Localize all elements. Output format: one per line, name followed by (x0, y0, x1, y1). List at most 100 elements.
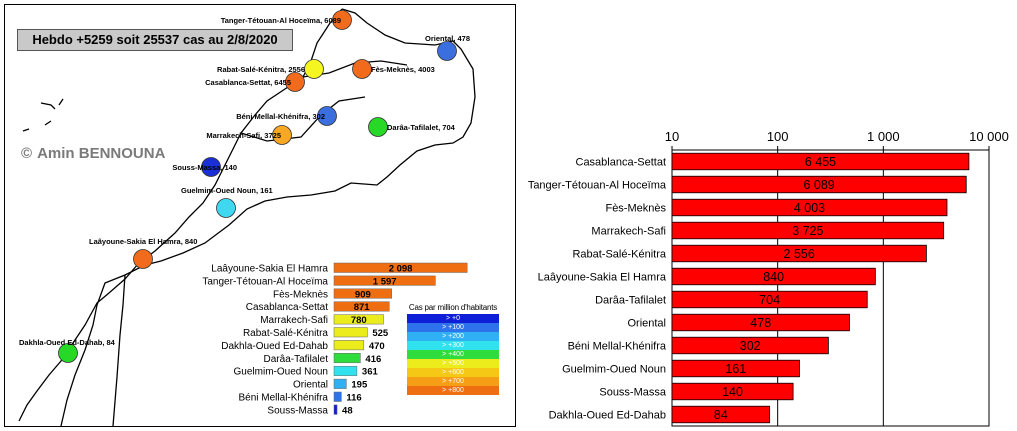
category-label: Béni Mellal-Khénifra (568, 341, 667, 353)
region-marker-label: Marrakech-Safi, 3725 (206, 131, 281, 140)
inset-category-label: Tanger-Tétouan-Al Hoceïma (202, 276, 328, 287)
inset-bar-value-label: 48 (342, 405, 353, 416)
inset-category-label: Oriental (293, 380, 328, 391)
bar-value-label: 478 (750, 316, 771, 330)
category-label: Fès-Meknès (605, 203, 666, 215)
copyright-name: Amin BENNOUNA (37, 145, 166, 162)
legend: Cas par million d'habitants > +0 > +100 > … (407, 303, 499, 395)
x-tick-label: 1 000 (867, 129, 900, 144)
region-line (240, 96, 366, 142)
region-marker-label: Béni Mellal-Khénifra, 302 (236, 112, 325, 121)
bar (671, 290, 868, 309)
legend-title: Cas par million d'habitants (408, 303, 498, 312)
border-line (60, 8, 476, 426)
inset-category-label: Souss-Massa (267, 405, 328, 416)
inset-bar (333, 353, 361, 364)
region-marker-label: Darâa-Tafilalet, 704 (387, 123, 456, 132)
region-marker (58, 343, 78, 363)
inset-category-label: Fès-Meknès (273, 289, 328, 300)
bar-value-label: 6 455 (805, 155, 836, 169)
inset-bar (333, 327, 368, 338)
legend-item: > +600 (407, 368, 499, 377)
legend-item: > +200 (407, 332, 499, 341)
region-marker (304, 59, 324, 79)
inset-category-label: Béni Mellal-Khénifra (239, 393, 329, 404)
bar (671, 152, 970, 171)
category-label: Souss-Massa (599, 387, 667, 399)
inset-category-label: Marrakech-Safi (260, 315, 328, 326)
copyright-symbol: © (21, 145, 33, 162)
canary-islands (22, 98, 64, 132)
region-marker (272, 125, 292, 145)
map-title: Hebdo +5259 soit 25537 cas au 2/8/2020 (17, 29, 293, 51)
region-marker (332, 10, 352, 30)
map-canvas: Tanger-Tétouan-Al Hoceïma, 6089 Oriental,… (18, 8, 476, 426)
bar-value-label: 302 (740, 339, 761, 353)
inset-bar-value-label: 470 (369, 341, 385, 352)
bar (671, 313, 850, 332)
inset-bar-value-label: 116 (346, 393, 361, 404)
inset-bar (333, 288, 392, 299)
inset-bar (333, 365, 358, 376)
inset-bar-value-label: 780 (351, 315, 367, 326)
bar (671, 198, 948, 217)
inset-bar (333, 391, 342, 402)
bar-chart-log: 10 100 1 000 10 000 Casablanca-Settat 6 455 Ta… (528, 129, 1009, 427)
inset-bar (333, 275, 436, 286)
bar-value-label: 3 725 (792, 224, 823, 238)
region-marker-label: Souss-Massa, 140 (172, 163, 237, 172)
legend-item: > +0 (407, 314, 499, 323)
bar-value-label: 840 (763, 270, 784, 284)
category-label: Darâa-Tafilalet (595, 295, 666, 307)
region-marker-label: Fès-Meknès, 4003 (371, 65, 435, 74)
inset-bar-value-label: 416 (365, 354, 381, 365)
bar (671, 336, 829, 355)
category-label: Guelmim-Oued Noun (562, 364, 666, 376)
legend-item: > +500 (407, 359, 499, 368)
category-label: Tanger-Tétouan-Al Hoceïma (528, 180, 667, 192)
region-marker-label: Oriental, 478 (425, 34, 470, 43)
inset-category-label: Laâyoune-Sakia El Hamra (211, 264, 328, 275)
category-label: Laâyoune-Sakia El Hamra (538, 272, 667, 284)
region-marker (201, 157, 221, 177)
inset-category-label: Rabat-Salé-Kénitra (243, 328, 328, 339)
inset-bar-value-label: 361 (362, 367, 379, 378)
region-marker (317, 106, 337, 126)
region-marker (133, 249, 153, 269)
inset-bar-value-label: 871 (354, 302, 371, 313)
inset-category-label: Casablanca-Settat (246, 302, 328, 313)
bar (671, 244, 927, 263)
inset-bar-value-label: 525 (372, 328, 389, 339)
inset-bar (333, 378, 347, 389)
inset-bar-value-label: 909 (355, 289, 371, 300)
bar-value-label: 704 (759, 293, 780, 307)
region-marker-label: Laâyoune-Sakia El Hamra, 840 (89, 237, 197, 246)
inset-bar (333, 314, 384, 325)
region-marker-label: Rabat-Salé-Kénitra, 2556 (217, 65, 305, 74)
region-marker-label: Tanger-Tétouan-Al Hoceïma, 6089 (221, 16, 341, 25)
x-tick-label: 10 000 (969, 129, 1009, 144)
region-marker-label: Casablanca-Settat, 6455 (205, 78, 291, 87)
region-marker (368, 117, 388, 137)
region-marker-label: Dakhla-Oued Ed-Dahab, 84 (19, 338, 116, 347)
southern-border (112, 274, 126, 426)
bar-value-label: 2 556 (784, 247, 815, 261)
bar-value-label: 161 (725, 362, 746, 376)
bar-value-label: 84 (714, 408, 728, 422)
category-label: Dakhla-Oued Ed-Dahab (549, 410, 666, 422)
x-tick-label: 100 (767, 129, 789, 144)
inset-bar (333, 262, 468, 273)
inset-bar-value-label: 2 098 (389, 264, 413, 275)
inset-bar (333, 340, 365, 351)
bar-value-label: 140 (722, 385, 743, 399)
inset-bar (333, 404, 338, 415)
category-label: Oriental (627, 318, 666, 330)
bar (671, 382, 794, 401)
legend-item: > +300 (407, 341, 499, 350)
inset-category-label: Darâa-Tafilalet (264, 354, 329, 365)
category-label: Casablanca-Settat (576, 157, 667, 169)
legend-items: > +0 > +100 > +200 > +300 > +400 > +500 > +600… (407, 314, 499, 395)
legend-item: > +800 (407, 386, 499, 395)
bar-value-label: 6 089 (803, 178, 834, 192)
map-panel: Tanger-Tétouan-Al Hoceïma, 6089 Oriental,… (4, 4, 516, 427)
